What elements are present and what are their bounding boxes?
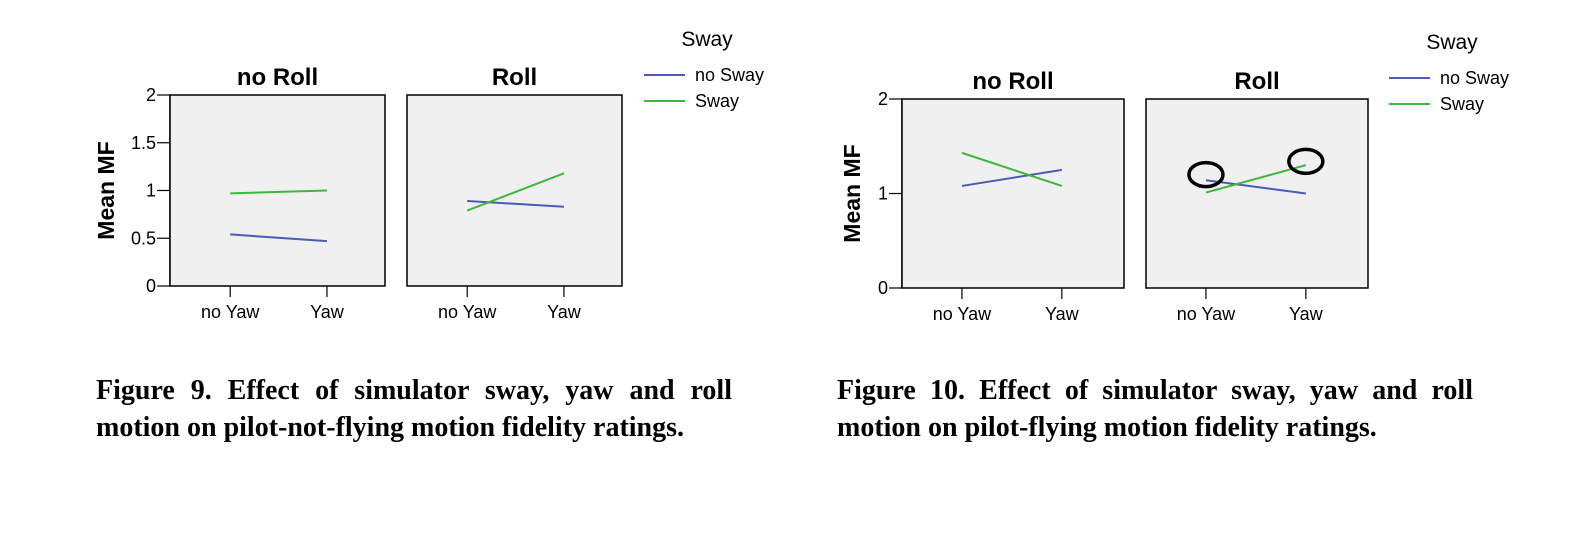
y-tick-label: 1: [146, 181, 156, 201]
y-tick-label: 2: [878, 89, 888, 109]
figure-10-caption: Figure 10. Effect of simulator sway, yaw…: [837, 375, 1473, 443]
y-tick-label: 1.5: [131, 133, 156, 153]
legend-label: no Sway: [1440, 68, 1509, 88]
legend-label: Sway: [695, 91, 739, 111]
y-tick-label: 0: [146, 276, 156, 296]
x-tick-label: Yaw: [1045, 304, 1080, 324]
annotation-circle: [1287, 147, 1325, 176]
series-line-sway: [466, 172, 565, 212]
legend-label: Sway: [1440, 94, 1484, 114]
panel-plot-area: [406, 94, 623, 287]
series-line-no-sway: [961, 168, 1062, 187]
legend-title: Sway: [681, 28, 733, 51]
panel-plot-area: [1145, 98, 1369, 289]
x-tick-label: no Yaw: [438, 302, 497, 322]
x-tick-label: no Yaw: [933, 304, 992, 324]
series-line-sway: [1205, 164, 1307, 194]
legend-title: Sway: [1426, 31, 1478, 54]
panel-title: no Roll: [972, 68, 1053, 95]
y-axis-label: Mean MF: [839, 144, 865, 242]
annotation-circle: [1187, 160, 1225, 189]
panel-title: no Roll: [237, 64, 318, 91]
y-tick-label: 1: [878, 184, 888, 204]
x-tick-label: Yaw: [1289, 304, 1324, 324]
series-line-no-sway: [1205, 179, 1306, 195]
series-line-sway: [230, 189, 327, 195]
series-line-no-sway: [230, 233, 328, 243]
series-line-no-sway: [467, 200, 565, 208]
y-tick-label: 0: [878, 278, 888, 298]
x-tick-label: no Yaw: [201, 302, 260, 322]
panel-plot-area: [901, 98, 1125, 289]
x-tick-label: Yaw: [310, 302, 345, 322]
legend-label: no Sway: [695, 65, 764, 85]
x-tick-label: Yaw: [547, 302, 582, 322]
figure-9-caption: Figure 9. Effect of simulator sway, yaw …: [96, 375, 732, 443]
x-tick-label: no Yaw: [1177, 304, 1236, 324]
y-axis-label: Mean MF: [93, 141, 119, 239]
y-tick-label: 2: [146, 85, 156, 105]
panel-title: Roll: [1234, 68, 1279, 95]
y-tick-label: 0.5: [131, 228, 156, 248]
series-line-sway: [961, 151, 1063, 187]
panel-plot-area: [169, 94, 386, 287]
panel-title: Roll: [492, 64, 537, 91]
